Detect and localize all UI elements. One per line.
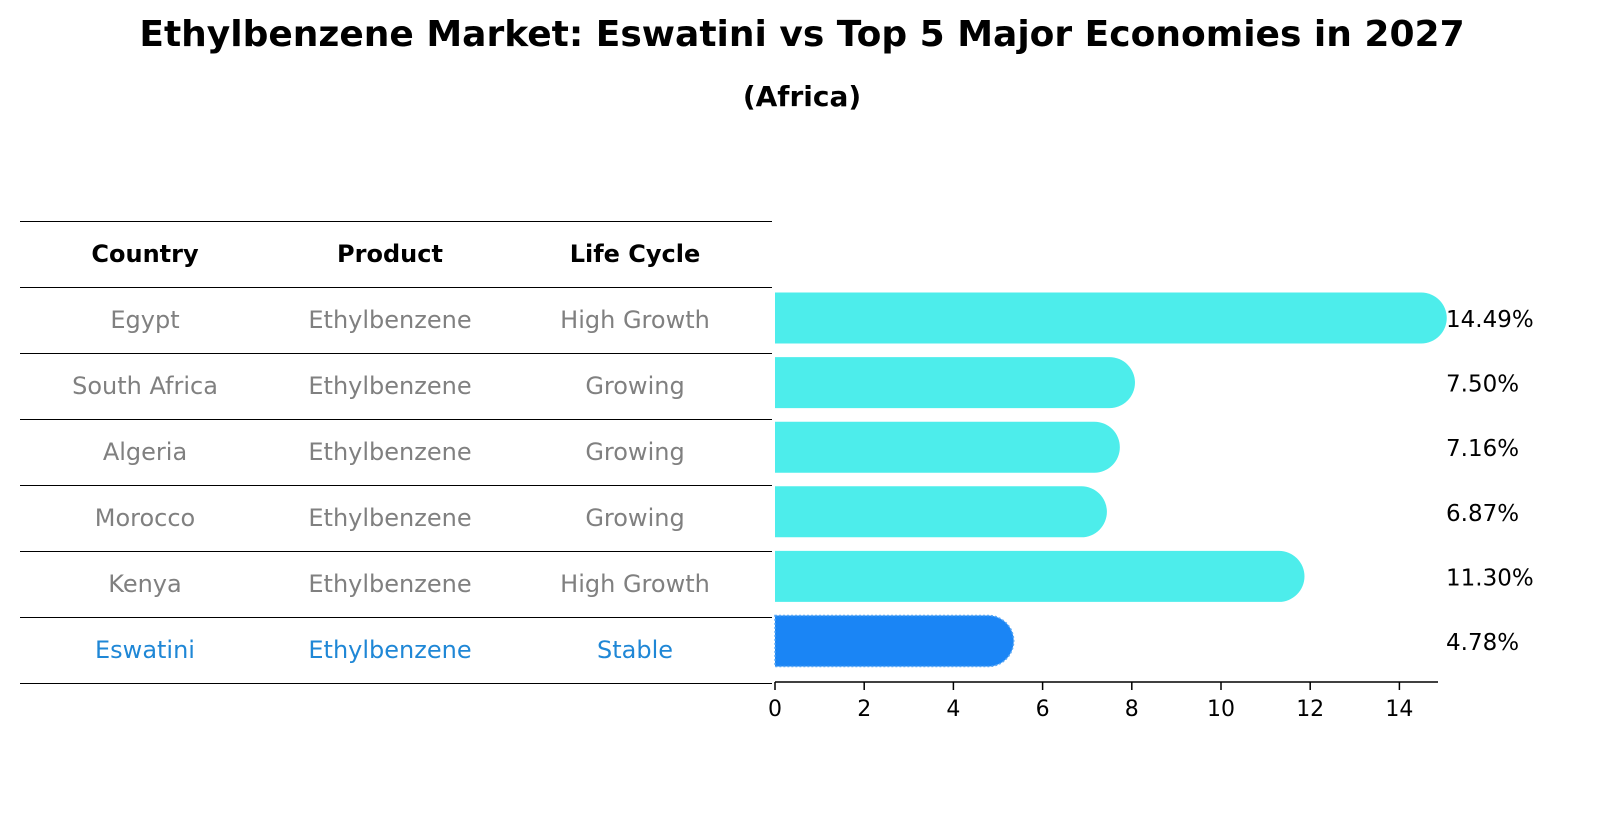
table-cell-product: Ethylbenzene [308,438,472,466]
x-axis-tick-label: 8 [1125,697,1139,722]
table-cell-country: Egypt [110,306,180,334]
table-cell-country: Eswatini [95,636,195,664]
chart-subtitle: (Africa) [742,80,862,113]
table-cell-product: Ethylbenzene [308,306,472,334]
table-cell-life-cycle: High Growth [560,306,710,334]
table-row-rule [20,551,772,552]
table-header-product: Product [337,240,443,268]
table-top-rule [20,221,772,222]
x-axis-tick-label: 12 [1296,697,1324,722]
table-cell-product: Ethylbenzene [308,636,472,664]
table-bottom-rule [20,683,772,684]
table-cell-country: Morocco [94,504,196,532]
x-axis-tick-label: 4 [946,697,960,722]
bar-morocco [775,486,1107,538]
table-cell-life-cycle: Growing [585,372,685,400]
table-cell-life-cycle: High Growth [560,570,710,598]
table-cell-product: Ethylbenzene [308,372,472,400]
bar-south-africa [775,357,1135,409]
bar-value-label: 14.49% [1446,307,1534,333]
x-axis-tick-label: 2 [857,697,871,722]
bar-value-label: 7.16% [1446,436,1519,462]
table-header-life-cycle: Life Cycle [569,240,701,268]
table-header-country: Country [91,240,199,268]
x-axis-tick-label: 14 [1385,697,1413,722]
bar-value-label: 6.87% [1446,501,1519,527]
table-cell-life-cycle: Growing [585,438,685,466]
table-header-rule [20,287,772,288]
table-cell-country: South Africa [72,372,218,400]
table-cell-country: Algeria [102,438,188,466]
table-cell-life-cycle: Stable [596,636,674,664]
bar-value-label: 11.30% [1446,565,1534,591]
x-axis-tick-label: 6 [1036,697,1050,722]
table-row-rule [20,485,772,486]
table-row-rule [20,353,772,354]
table-cell-product: Ethylbenzene [308,504,472,532]
table-row-rule [20,617,772,618]
bar-egypt [775,292,1447,344]
chart-title: Ethylbenzene Market: Eswatini vs Top 5 M… [139,14,1465,55]
table-row-rule [20,419,772,420]
bar-kenya [775,550,1305,602]
table-cell-product: Ethylbenzene [308,570,472,598]
table-cell-country: Kenya [108,570,182,598]
bar-value-label: 4.78% [1446,630,1519,656]
table-cell-life-cycle: Growing [585,504,685,532]
x-axis-tick-label: 10 [1207,697,1235,722]
bar-value-label: 7.50% [1446,372,1519,398]
x-axis-tick-label: 0 [768,697,782,722]
bar-eswatini [774,614,1015,668]
bar-algeria [775,421,1120,473]
